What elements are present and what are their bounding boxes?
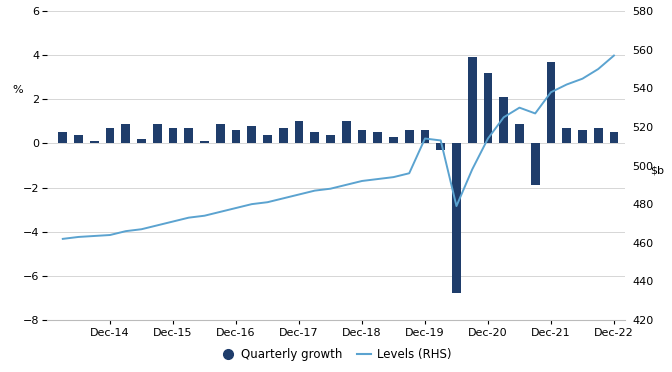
Bar	[263, 135, 272, 144]
Bar	[200, 141, 209, 144]
Bar	[594, 128, 603, 144]
Bar	[294, 121, 303, 144]
Bar	[468, 58, 476, 144]
Y-axis label: %: %	[13, 84, 24, 94]
Bar	[137, 139, 146, 144]
Y-axis label: $b: $b	[650, 166, 664, 176]
Bar	[74, 135, 83, 144]
Bar	[216, 124, 224, 144]
Bar	[358, 130, 366, 144]
Bar	[515, 124, 523, 144]
Bar	[90, 141, 99, 144]
Bar	[106, 128, 114, 144]
Bar	[405, 130, 413, 144]
Bar	[546, 62, 555, 144]
Bar	[374, 132, 382, 144]
Bar	[499, 97, 508, 144]
Bar	[169, 128, 177, 144]
Bar	[342, 121, 351, 144]
Bar	[232, 130, 241, 144]
Bar	[578, 130, 587, 144]
Bar	[436, 144, 445, 150]
Bar	[122, 124, 130, 144]
Bar	[310, 132, 319, 144]
Bar	[279, 128, 288, 144]
Bar	[247, 126, 256, 144]
Bar	[58, 132, 67, 144]
Bar	[452, 144, 461, 294]
Bar	[421, 130, 429, 144]
Bar	[184, 128, 193, 144]
Bar	[389, 137, 398, 144]
Legend: Quarterly growth, Levels (RHS): Quarterly growth, Levels (RHS)	[216, 344, 456, 366]
Bar	[484, 73, 493, 144]
Bar	[153, 124, 161, 144]
Bar	[610, 132, 618, 144]
Bar	[562, 128, 571, 144]
Bar	[326, 135, 335, 144]
Bar	[531, 144, 540, 185]
